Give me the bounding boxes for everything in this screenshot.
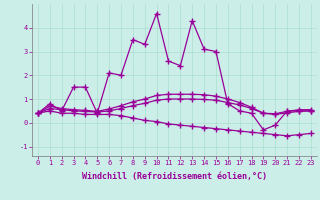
X-axis label: Windchill (Refroidissement éolien,°C): Windchill (Refroidissement éolien,°C): [82, 172, 267, 181]
